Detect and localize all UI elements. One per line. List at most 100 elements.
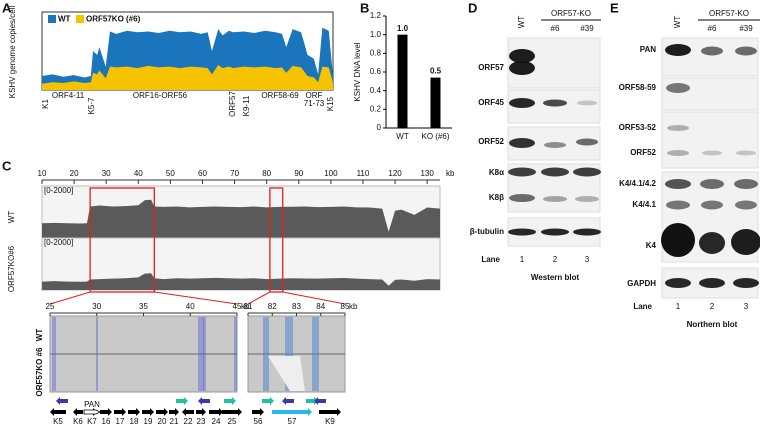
blot-band bbox=[508, 228, 536, 236]
track-label: ORF57KO #6 bbox=[35, 347, 44, 396]
x-tick-label: 60 bbox=[198, 169, 207, 178]
blot-band bbox=[543, 196, 567, 202]
blot-band bbox=[735, 200, 757, 210]
x-tick-label: 30 bbox=[102, 169, 111, 178]
blot-band bbox=[701, 200, 723, 210]
lane-header: #39 bbox=[739, 24, 753, 33]
blot-caption: Western blot bbox=[531, 273, 580, 282]
row-label: ORF45 bbox=[478, 98, 504, 107]
legend-swatch bbox=[76, 15, 84, 23]
y-tick-label: 1.0 bbox=[370, 30, 382, 39]
area-series bbox=[42, 273, 440, 290]
gene-annotation: 71-73 bbox=[304, 99, 325, 108]
blot-band bbox=[509, 194, 535, 202]
blot-band bbox=[731, 229, 760, 255]
blot-band bbox=[509, 61, 535, 75]
y-axis-label: KSHV DNA level bbox=[353, 42, 362, 101]
lane-label: Lane bbox=[633, 302, 652, 311]
x-tick-label: 130 bbox=[420, 169, 434, 178]
blot-panel bbox=[661, 77, 759, 111]
lane-header: WT bbox=[673, 16, 682, 29]
axis-unit: kb bbox=[241, 302, 250, 311]
blot-band bbox=[702, 150, 722, 156]
gene-annotation: K5-7 bbox=[87, 97, 96, 114]
blot-band bbox=[701, 46, 723, 56]
row-label: K4 bbox=[646, 241, 657, 250]
lane-number: 3 bbox=[744, 302, 749, 311]
primer-arrow bbox=[252, 408, 264, 416]
x-tick-label: 80 bbox=[262, 169, 271, 178]
lane-header: WT bbox=[517, 16, 526, 29]
x-tick-label: 40 bbox=[134, 169, 143, 178]
legend-label: WT bbox=[58, 15, 71, 24]
legend-swatch bbox=[48, 15, 56, 23]
primer-arrow bbox=[198, 397, 210, 405]
blot-band bbox=[700, 179, 724, 189]
gene-label: PAN bbox=[84, 400, 100, 409]
panel-label: D bbox=[468, 0, 477, 15]
read-pileup bbox=[96, 317, 98, 391]
gene-label: 21 bbox=[170, 417, 179, 426]
x-tick-label: 84 bbox=[316, 302, 325, 311]
blot-band bbox=[573, 228, 601, 236]
row-label: K4/4.1/4.2 bbox=[619, 179, 656, 188]
blot-band bbox=[667, 150, 689, 156]
zoom-connector bbox=[154, 291, 238, 305]
x-tick-label: 40 bbox=[186, 302, 195, 311]
gene-label: K9 bbox=[325, 417, 335, 426]
bar bbox=[397, 34, 408, 128]
blot-band bbox=[699, 278, 725, 288]
y-tick-label: 0.6 bbox=[370, 67, 382, 76]
panel-label: C bbox=[2, 158, 12, 173]
blot-band bbox=[509, 49, 535, 63]
gene-label: 25 bbox=[228, 417, 237, 426]
axis-unit: kb bbox=[446, 169, 455, 178]
x-tick-label: 85 bbox=[341, 302, 350, 311]
primer-arrow bbox=[128, 408, 140, 416]
y-axis-label: KSHV genome copies/cell bbox=[8, 6, 17, 99]
y-tick-label: 1.2 bbox=[370, 11, 382, 20]
track-label: WT bbox=[35, 329, 44, 342]
primer-arrow bbox=[156, 408, 168, 416]
row-label: β-tubulin bbox=[470, 227, 504, 236]
primer-arrow bbox=[56, 397, 68, 405]
blot-band bbox=[665, 278, 691, 288]
gene-annotation: ORF bbox=[306, 91, 323, 100]
blot-panel bbox=[661, 111, 759, 169]
blot-band bbox=[509, 138, 535, 148]
blot-band bbox=[661, 223, 695, 257]
x-tick-label: 25 bbox=[46, 302, 55, 311]
y-tick-label: 0.8 bbox=[370, 48, 382, 57]
blot-band bbox=[541, 228, 569, 236]
track-label: WT bbox=[7, 211, 16, 224]
x-tick-label: 50 bbox=[166, 169, 175, 178]
primer-arrow bbox=[319, 408, 341, 416]
axis-unit: kb bbox=[349, 302, 358, 311]
bar bbox=[430, 77, 441, 128]
primer-arrow bbox=[282, 397, 294, 405]
x-tick-label: 45 bbox=[233, 302, 242, 311]
gene-label: K5 bbox=[53, 417, 63, 426]
blot-band bbox=[665, 44, 691, 56]
gene-label: 23 bbox=[197, 417, 206, 426]
primer-arrow bbox=[176, 397, 188, 405]
x-tick-label: 120 bbox=[388, 169, 402, 178]
read-pileup bbox=[234, 317, 237, 391]
lane-label: Lane bbox=[481, 255, 500, 264]
lane-header: #6 bbox=[708, 24, 717, 33]
row-label: K8α bbox=[489, 168, 504, 177]
value-label: 0.5 bbox=[430, 67, 442, 76]
zoom-connector bbox=[247, 291, 271, 305]
primer-arrow bbox=[114, 408, 126, 416]
primer-arrow bbox=[209, 408, 223, 416]
blot-band bbox=[509, 98, 535, 108]
blot-band bbox=[666, 200, 690, 210]
read-pileup bbox=[312, 317, 319, 391]
read-pileup bbox=[198, 317, 204, 391]
read-pileup bbox=[52, 317, 56, 391]
blot-band bbox=[666, 83, 690, 93]
x-tick-label: 83 bbox=[292, 302, 301, 311]
track-label: ORF57KO#6 bbox=[7, 245, 16, 292]
primer-arrow bbox=[196, 408, 206, 416]
